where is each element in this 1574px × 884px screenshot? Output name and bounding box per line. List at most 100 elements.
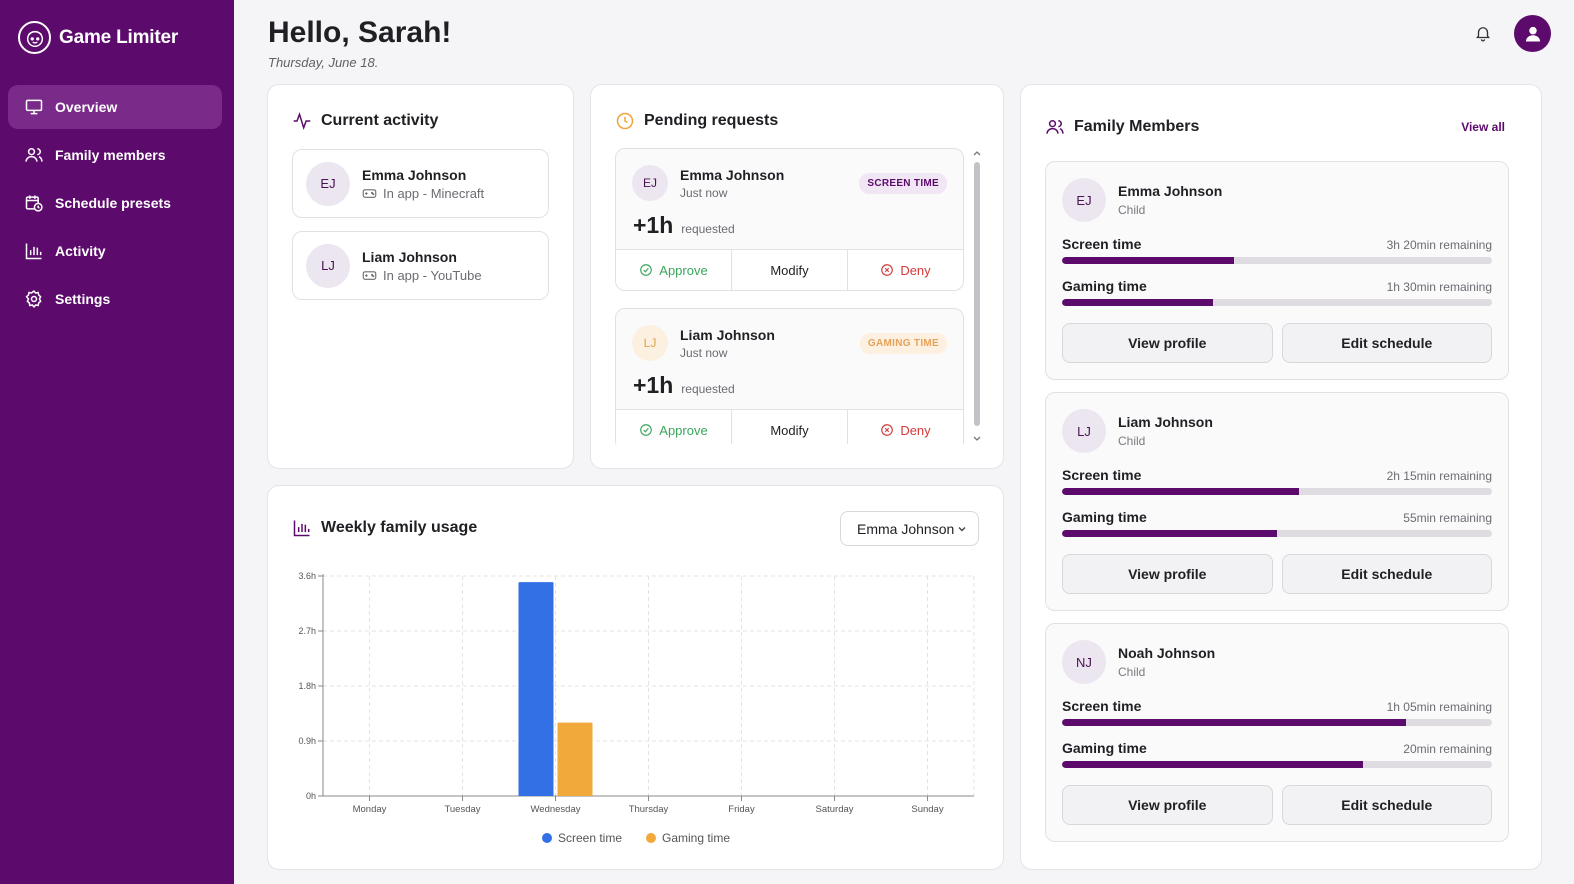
sidebar-nav: Overview Family members Schedule presets…: [8, 85, 222, 325]
calendar-clock-icon: [25, 195, 43, 212]
deny-button[interactable]: Deny: [848, 410, 963, 444]
gaming-time-row: Gaming time 1h 30min remaining: [1062, 278, 1492, 306]
screen-time-label: Screen time: [1062, 467, 1142, 483]
view-profile-button[interactable]: View profile: [1062, 323, 1273, 363]
gaming-time-row: Gaming time 55min remaining: [1062, 509, 1492, 537]
edit-schedule-button[interactable]: Edit schedule: [1281, 323, 1492, 363]
users-icon: [1046, 120, 1064, 134]
screen-time-remaining: 2h 15min remaining: [1386, 469, 1492, 483]
sidebar-item-label: Family members: [55, 147, 166, 163]
card-title: Family Members: [1045, 117, 1199, 137]
activity-item[interactable]: EJ Emma Johnson In app - Minecraft: [292, 149, 549, 218]
screen-time-progress: [1062, 719, 1492, 726]
request-amount: +1h: [633, 212, 674, 238]
brand[interactable]: Game Limiter: [18, 21, 178, 54]
card-title: Weekly family usage: [292, 518, 477, 538]
edit-schedule-button[interactable]: Edit schedule: [1281, 554, 1492, 594]
request-time: Just now: [680, 345, 728, 360]
member-name: Liam Johnson: [680, 326, 775, 343]
scrollbar-thumb[interactable]: [974, 162, 980, 426]
legend-item-gaming: Gaming time: [646, 831, 730, 845]
sidebar-item-label: Activity: [55, 243, 106, 259]
requests-list[interactable]: EJ Emma Johnson Just now SCREEN TIME +1h…: [615, 148, 964, 444]
current-date: Thursday, June 18.: [268, 55, 379, 70]
modify-button[interactable]: Modify: [732, 410, 848, 444]
check-circle-icon: [640, 264, 653, 276]
user-avatar[interactable]: [1514, 15, 1551, 52]
weekly-usage-chart: 0h 0.9h 1.8h 2.7h 3.6h Monday Tuesday Wednesday…: [298, 571, 975, 815]
avatar: LJ: [1062, 409, 1106, 453]
avatar: LJ: [306, 243, 350, 288]
gaming-time-label: Gaming time: [1062, 509, 1147, 525]
member-name: Liam Johnson: [362, 248, 457, 265]
gamepad-icon: [362, 188, 377, 198]
chevron-down-icon: [958, 527, 966, 532]
screen-time-row: Screen time 2h 15min remaining: [1062, 467, 1492, 495]
member-role: Child: [1118, 434, 1146, 448]
screen-time-remaining: 1h 05min remaining: [1386, 700, 1492, 714]
scroll-down-icon[interactable]: [971, 434, 983, 444]
x-tick-label: Friday: [728, 804, 755, 815]
member-name: Emma Johnson: [362, 166, 467, 183]
request-item: EJ Emma Johnson Just now SCREEN TIME +1h…: [615, 148, 964, 291]
avatar: EJ: [306, 161, 350, 206]
gaming-time-label: Gaming time: [1062, 740, 1147, 756]
bell-icon[interactable]: [1474, 24, 1492, 42]
x-circle-icon: [881, 264, 894, 276]
activity-item[interactable]: LJ Liam Johnson In app - YouTube: [292, 231, 549, 300]
approve-button[interactable]: Approve: [616, 410, 732, 444]
view-profile-button[interactable]: View profile: [1062, 785, 1273, 825]
x-tick-label: Tuesday: [444, 804, 480, 815]
x-tick-label: Wednesday: [531, 804, 581, 815]
request-type-badge: GAMING TIME: [859, 333, 947, 354]
member-role: Child: [1118, 203, 1146, 217]
page-title: Hello, Sarah!: [268, 16, 452, 49]
y-tick-label: 2.7h: [298, 626, 316, 636]
current-activity-card: Current activity EJ Emma Johnson In app …: [267, 84, 574, 469]
avatar: LJ: [632, 325, 668, 361]
bar-screen-time: [518, 582, 554, 796]
screen-time-progress: [1062, 488, 1492, 495]
sidebar-item-family-members[interactable]: Family members: [8, 133, 222, 177]
view-all-link[interactable]: View all: [1461, 120, 1505, 134]
sidebar-item-overview[interactable]: Overview: [8, 85, 222, 129]
request-amount-note: requested: [681, 382, 735, 396]
sidebar-item-activity[interactable]: Activity: [8, 229, 222, 273]
deny-button[interactable]: Deny: [848, 250, 963, 290]
member-card: NJ Noah Johnson Child Screen time 1h 05m…: [1045, 623, 1509, 842]
member-card: EJ Emma Johnson Child Screen time 3h 20m…: [1045, 161, 1509, 380]
sidebar-item-settings[interactable]: Settings: [8, 277, 222, 321]
gaming-time-progress: [1062, 761, 1492, 768]
gaming-time-progress: [1062, 530, 1492, 537]
member-select[interactable]: Emma Johnson: [840, 511, 979, 546]
chart-legend: Screen time Gaming time: [268, 831, 1004, 845]
sidebar-item-label: Schedule presets: [55, 195, 171, 211]
gaming-time-remaining: 1h 30min remaining: [1386, 280, 1492, 294]
gaming-time-remaining: 55min remaining: [1403, 511, 1492, 525]
gaming-time-row: Gaming time 20min remaining: [1062, 740, 1492, 768]
edit-schedule-button[interactable]: Edit schedule: [1281, 785, 1492, 825]
gaming-time-remaining: 20min remaining: [1403, 742, 1492, 756]
x-tick-label: Saturday: [815, 804, 853, 815]
screen-time-label: Screen time: [1062, 698, 1142, 714]
monitor-icon: [25, 99, 43, 115]
avatar: NJ: [1062, 640, 1106, 684]
modify-button[interactable]: Modify: [732, 250, 848, 290]
member-card: LJ Liam Johnson Child Screen time 2h 15m…: [1045, 392, 1509, 611]
scrollbar[interactable]: [971, 148, 983, 444]
screen-time-row: Screen time 3h 20min remaining: [1062, 236, 1492, 264]
scroll-up-icon[interactable]: [971, 148, 983, 158]
bar-gaming-time: [557, 722, 593, 796]
view-profile-button[interactable]: View profile: [1062, 554, 1273, 594]
weekly-usage-card: Weekly family usage Emma Johnson 0h 0.9h 1…: [267, 485, 1004, 870]
x-tick-label: Thursday: [629, 804, 669, 815]
member-name: Emma Johnson: [1118, 183, 1223, 199]
y-tick-label: 0h: [306, 791, 316, 801]
sidebar-item-schedule-presets[interactable]: Schedule presets: [8, 181, 222, 225]
pending-requests-card: Pending requests EJ Emma Johnson Just no…: [590, 84, 1004, 469]
screen-time-row: Screen time 1h 05min remaining: [1062, 698, 1492, 726]
avatar: EJ: [1062, 178, 1106, 222]
member-name: Liam Johnson: [1118, 414, 1213, 430]
approve-button[interactable]: Approve: [616, 250, 732, 290]
avatar: EJ: [632, 165, 668, 201]
